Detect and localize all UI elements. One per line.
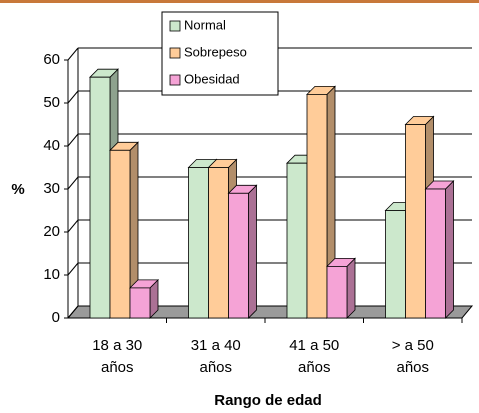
- bar-side-shade: [150, 279, 158, 318]
- y-axis-label: %: [11, 181, 24, 198]
- legend-swatch: [169, 74, 181, 86]
- bar-side-shade: [347, 258, 355, 318]
- legend-label: Sobrepeso: [184, 44, 247, 59]
- x-tick-line: años: [298, 359, 331, 376]
- x-tick-label: 41 a 50 años: [289, 337, 339, 376]
- grid-diag: [67, 90, 79, 104]
- y-tick-label: 20: [43, 223, 60, 240]
- bar: [109, 149, 131, 319]
- bar: [306, 94, 328, 319]
- x-tick-label: 18 a 30 años: [92, 337, 142, 376]
- x-tick-label: 31 a 40 años: [191, 337, 241, 376]
- y-tick-label: 0: [52, 309, 60, 326]
- bar: [208, 167, 229, 319]
- x-tick-line: > a 50: [392, 337, 434, 354]
- bar: [286, 162, 308, 319]
- legend-label: Normal: [184, 17, 226, 32]
- grid-diag: [67, 176, 79, 190]
- legend-swatch: [169, 20, 181, 32]
- grid-diag: [67, 219, 79, 233]
- x-tick-line: años: [199, 359, 232, 376]
- grid-diag: [67, 262, 79, 276]
- x-axis-label: Rango de edad: [214, 392, 322, 409]
- y-tick-label: 40: [43, 137, 60, 154]
- legend: [161, 11, 279, 96]
- grid-diag: [67, 47, 79, 61]
- legend-swatch: [169, 47, 181, 59]
- bar-side-shade: [445, 181, 454, 318]
- x-tick-line: años: [396, 359, 429, 376]
- top-border: [0, 0, 479, 3]
- bar: [89, 76, 111, 319]
- bar: [405, 124, 426, 319]
- bar: [129, 287, 151, 319]
- x-tick-line: 18 a 30: [92, 337, 142, 354]
- y-tick-label: 60: [43, 51, 60, 68]
- bar: [228, 192, 249, 319]
- grid-diag: [67, 305, 79, 319]
- y-tick-label: 50: [43, 94, 60, 111]
- x-tick-label: > a 50 años: [392, 337, 434, 376]
- legend-label: Obesidad: [184, 71, 240, 86]
- x-tick-line: 41 a 50: [289, 337, 339, 354]
- bar: [425, 188, 446, 319]
- bar: [326, 265, 348, 319]
- bar: [188, 167, 209, 319]
- x-tick-line: 31 a 40: [191, 337, 241, 354]
- y-tick-label: 10: [43, 266, 60, 283]
- bar-side-shade: [130, 142, 138, 318]
- y-tick-label: 30: [43, 180, 60, 197]
- bar: [385, 210, 406, 319]
- x-tick-line: años: [101, 359, 134, 376]
- bar-side-shade: [248, 185, 257, 318]
- grid-diag: [67, 133, 79, 147]
